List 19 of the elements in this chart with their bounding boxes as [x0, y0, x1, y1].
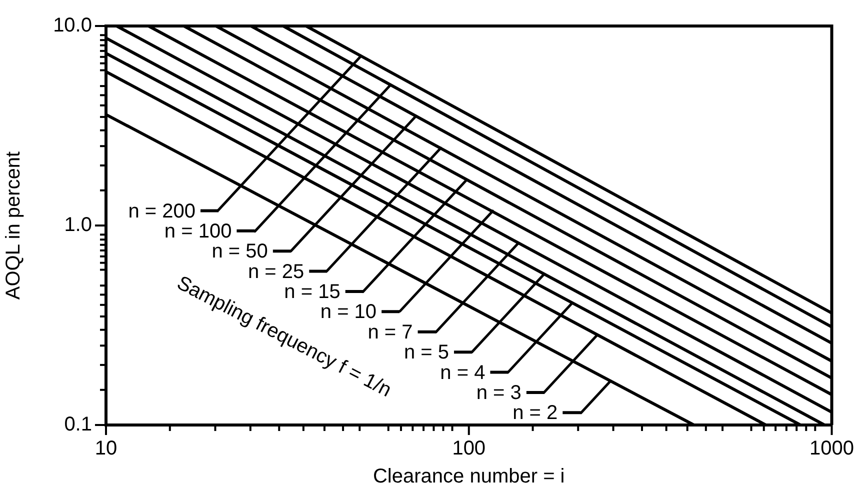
- legend-label: n = 5: [404, 342, 449, 364]
- x-axis-title: Clearance number = i: [372, 466, 565, 488]
- y-tick-label: 10.0: [53, 14, 92, 37]
- legend-label: n = 200: [128, 200, 196, 222]
- legend-label: n = 10: [320, 301, 377, 324]
- legend-label: n = 25: [248, 260, 304, 283]
- y-axis-title: AOQL in percent: [2, 150, 25, 300]
- x-tick-label: 1000: [810, 438, 854, 460]
- legend-label: n = 3: [476, 382, 522, 404]
- legend-label: n = 15: [284, 281, 340, 304]
- legend-label: n = 2: [512, 402, 558, 424]
- y-tick-label: 1.0: [64, 214, 92, 236]
- legend-label: n = 100: [164, 220, 232, 242]
- legend-label: n = 50: [212, 240, 268, 263]
- x-tick-label: 100: [452, 438, 486, 460]
- legend-label: n = 7: [368, 321, 413, 344]
- y-tick-label: 0.1: [64, 414, 92, 436]
- x-tick-label: 10: [94, 438, 118, 460]
- legend-label: n = 4: [440, 362, 486, 384]
